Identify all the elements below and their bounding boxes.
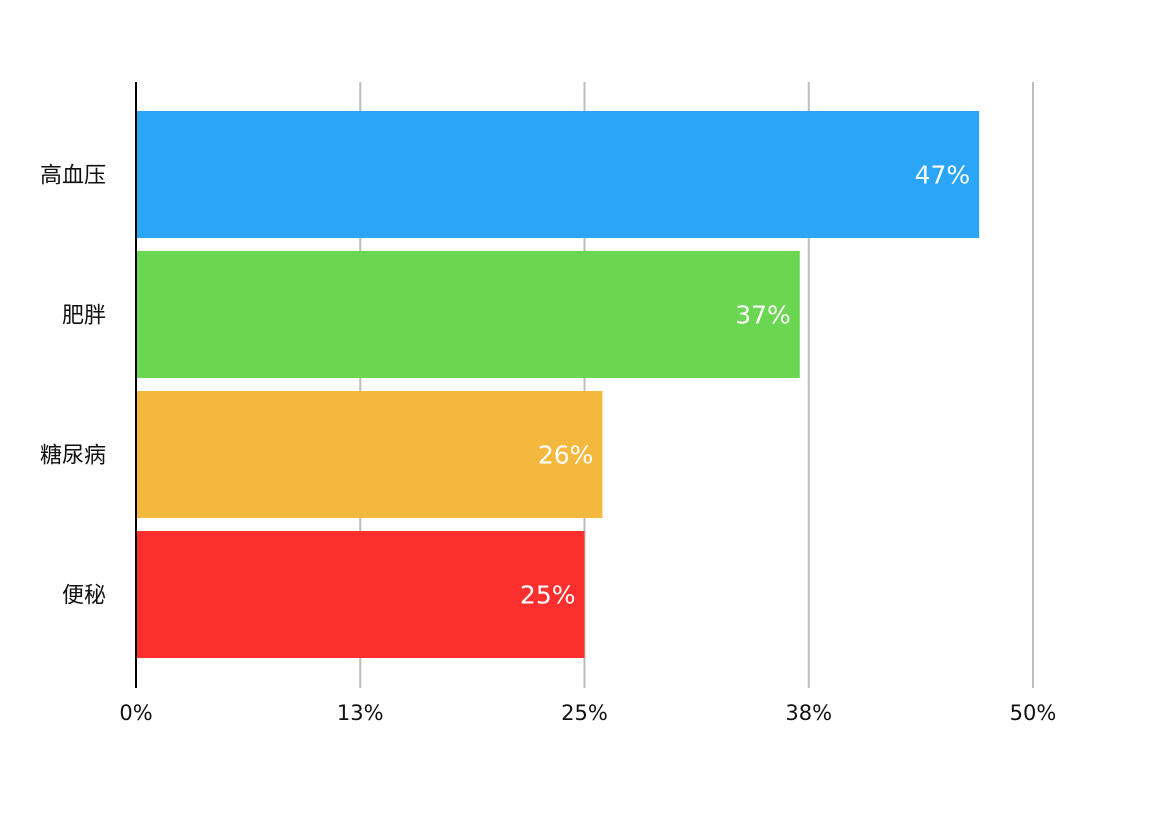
x-tick-label: 38% — [785, 701, 832, 725]
category-label: 糖尿病 — [40, 444, 106, 469]
category-label: 高血压 — [40, 164, 106, 189]
bar — [136, 531, 585, 658]
labels: 0% 13% 25% 38% 50% 47% 高血压 37% 肥胖 26% 糖尿病 25% 便秘 — [40, 161, 1056, 726]
x-tick-label: 25% — [561, 701, 608, 725]
category-label: 肥胖 — [62, 304, 106, 329]
bar — [136, 251, 800, 378]
data-label: 25% — [520, 581, 576, 610]
x-tick-label: 0% — [119, 701, 152, 725]
bars — [136, 111, 980, 658]
bar — [136, 111, 980, 238]
data-label: 37% — [735, 301, 791, 330]
x-tick-label: 13% — [337, 701, 384, 725]
bar — [136, 391, 603, 518]
data-label: 47% — [915, 161, 971, 190]
data-label: 26% — [538, 441, 594, 470]
x-tick-label: 50% — [1010, 701, 1057, 725]
category-label: 便秘 — [62, 584, 106, 609]
